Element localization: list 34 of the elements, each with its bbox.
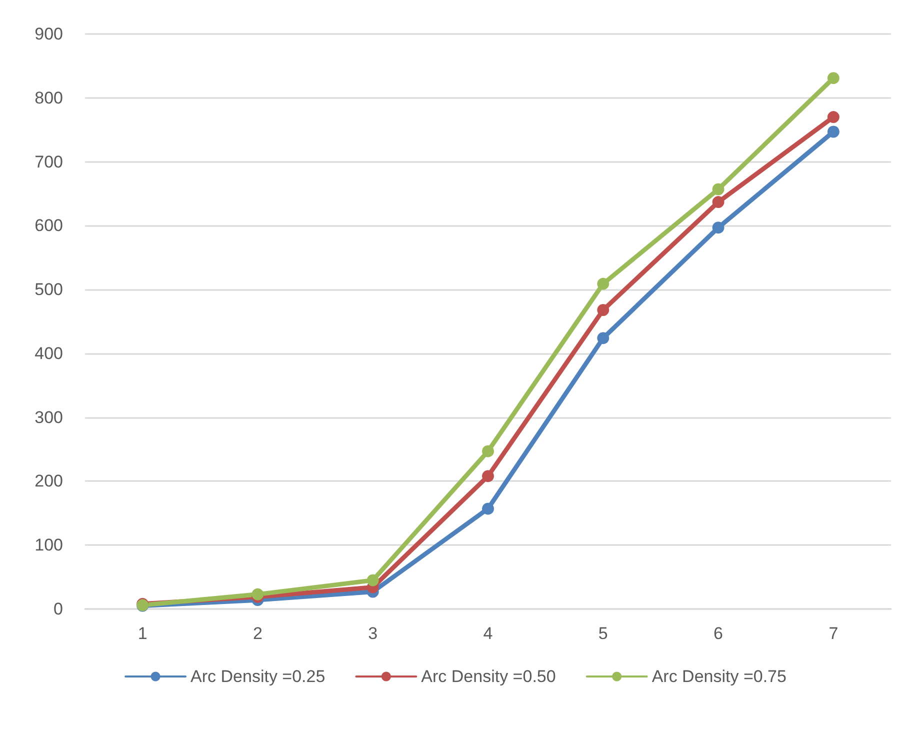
legend-label: Arc Density =0.50 bbox=[421, 667, 556, 686]
y-tick-label: 100 bbox=[34, 536, 63, 555]
y-tick-label: 400 bbox=[34, 344, 63, 363]
point bbox=[827, 72, 840, 84]
y-tick-label: 900 bbox=[34, 24, 63, 44]
legend-label: Arc Density =0.25 bbox=[190, 667, 326, 686]
y-tick-label: 200 bbox=[34, 472, 63, 491]
point bbox=[712, 222, 724, 234]
y-tick-label: 800 bbox=[34, 88, 63, 108]
y-tick-label: 300 bbox=[34, 408, 63, 427]
point bbox=[482, 445, 494, 458]
x-tick-label: 6 bbox=[714, 624, 724, 643]
x-tick-label: 4 bbox=[483, 624, 493, 643]
x-tick-label: 5 bbox=[598, 624, 608, 643]
point bbox=[482, 470, 494, 482]
point bbox=[597, 278, 610, 290]
point bbox=[827, 111, 840, 124]
y-tick-label: 700 bbox=[34, 152, 63, 172]
point bbox=[712, 183, 724, 196]
point bbox=[597, 332, 610, 344]
x-tick-label: 2 bbox=[252, 624, 262, 643]
point bbox=[482, 502, 494, 515]
y-tick-label: 0 bbox=[54, 600, 63, 618]
point bbox=[366, 574, 379, 586]
y-tick-label: 600 bbox=[34, 216, 63, 236]
point bbox=[712, 196, 724, 208]
x-tick-label: 1 bbox=[138, 624, 148, 643]
x-tick-label: 3 bbox=[368, 624, 378, 643]
point bbox=[827, 126, 840, 138]
x-tick-label: 7 bbox=[828, 624, 838, 643]
legend-label: Arc Density =0.75 bbox=[652, 667, 786, 686]
point bbox=[597, 304, 610, 316]
y-tick-label: 500 bbox=[34, 280, 63, 300]
point bbox=[252, 588, 264, 600]
